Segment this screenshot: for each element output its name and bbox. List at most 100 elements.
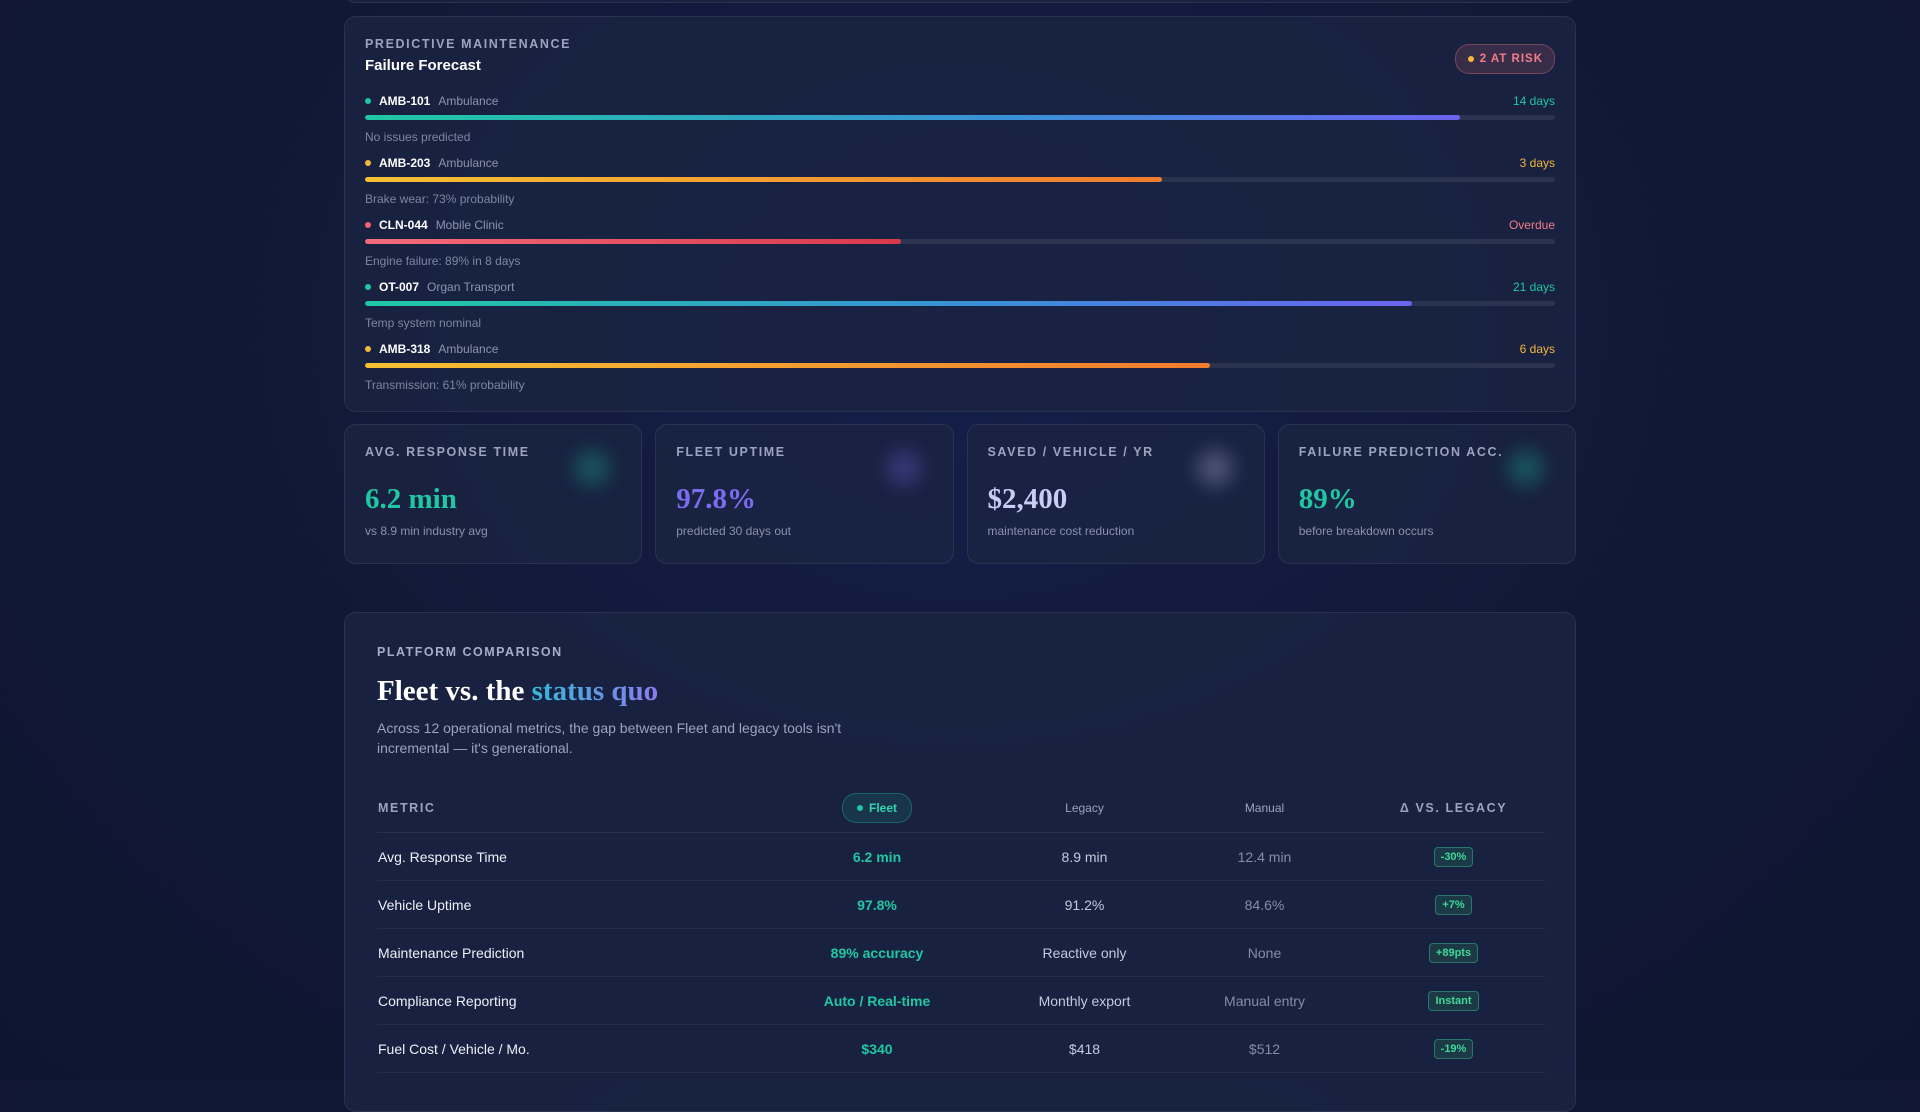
- comparison-table: METRIC Fleet Legacy Manual Δ VS. LEGACY …: [377, 784, 1545, 1073]
- status-dot-icon: [365, 98, 371, 104]
- metric-cell: Compliance Reporting: [377, 976, 752, 1025]
- delta-badge: Instant: [1428, 990, 1479, 1011]
- forecast-progress-track: [365, 363, 1555, 368]
- fleet-cell: 6.2 min: [752, 832, 1002, 881]
- manual-cell: Manual entry: [1167, 976, 1362, 1025]
- vehicle-type: Ambulance: [438, 94, 499, 108]
- vehicle-row[interactable]: AMB-203 Ambulance 3 days Brake wear: 73%…: [365, 155, 1555, 217]
- manual-cell: $512: [1167, 1024, 1362, 1073]
- kpi-card-prediction-accuracy[interactable]: FAILURE PREDICTION ACC. 89% before break…: [1277, 424, 1576, 564]
- kpi-card-response-time[interactable]: AVG. RESPONSE TIME 6.2 min vs 8.9 min in…: [344, 424, 643, 564]
- forecast-progress-fill: [365, 115, 1460, 120]
- vehicle-note: Temp system nominal: [365, 316, 482, 330]
- forecast-progress-track: [365, 115, 1555, 120]
- vehicle-eta: 14 days: [1512, 94, 1555, 108]
- kpi-glow: [563, 439, 622, 497]
- warning-dot-icon: [1467, 56, 1474, 62]
- kpi-subtext: maintenance cost reduction: [987, 524, 1135, 538]
- headline-accent: status quo: [531, 675, 659, 707]
- kpi-value: 6.2 min: [365, 483, 457, 515]
- forecast-progress-fill: [365, 239, 901, 244]
- fleet-cell: 89% accuracy: [752, 928, 1002, 977]
- forecast-progress-track: [365, 239, 1555, 244]
- table-row[interactable]: Avg. Response Time 6.2 min 8.9 min 12.4 …: [377, 832, 1545, 881]
- vehicle-type: Ambulance: [438, 156, 499, 170]
- delta-cell: +89pts: [1362, 928, 1545, 977]
- vehicle-type: Ambulance: [438, 342, 499, 356]
- kpi-glow: [1497, 439, 1555, 497]
- kpi-value: 89%: [1298, 483, 1357, 515]
- table-row[interactable]: Vehicle Uptime 97.8% 91.2% 84.6% +7%: [377, 880, 1545, 929]
- forecast-progress-fill: [365, 363, 1210, 368]
- card-title: Failure Forecast: [365, 57, 481, 74]
- fleet-cell: Auto / Real-time: [752, 976, 1002, 1025]
- vehicle-note: Brake wear: 73% probability: [365, 192, 515, 206]
- vehicle-type: Mobile Clinic: [435, 218, 504, 232]
- vehicle-eta: 21 days: [1512, 280, 1555, 294]
- kpi-value: $2,400: [987, 483, 1068, 515]
- delta-badge: +89pts: [1428, 942, 1479, 963]
- kpi-subtext: predicted 30 days out: [676, 524, 791, 538]
- vehicle-note: Transmission: 61% probability: [365, 378, 525, 392]
- kpi-card-savings[interactable]: SAVED / VEHICLE / YR $2,400 maintenance …: [966, 424, 1265, 564]
- kpi-row: AVG. RESPONSE TIME 6.2 min vs 8.9 min in…: [344, 424, 1576, 564]
- table-header-row: METRIC Fleet Legacy Manual Δ VS. LEGACY: [377, 784, 1545, 833]
- headline-prefix: Fleet vs. the: [377, 675, 525, 707]
- vehicle-row[interactable]: AMB-101 Ambulance 14 days No issues pred…: [365, 93, 1555, 155]
- column-header-legacy[interactable]: Legacy: [1002, 784, 1167, 833]
- kpi-label: FLEET UPTIME: [676, 445, 786, 459]
- delta-cell: +7%: [1362, 880, 1545, 929]
- section-eyebrow: PREDICTIVE MAINTENANCE: [365, 37, 572, 51]
- delta-badge: -19%: [1433, 1038, 1474, 1059]
- vehicle-id: CLN-044: [379, 218, 428, 232]
- kpi-glow: [1185, 439, 1244, 497]
- metric-cell: Avg. Response Time: [377, 832, 752, 881]
- section-description: Across 12 operational metrics, the gap b…: [377, 720, 842, 756]
- kpi-card-fleet-uptime[interactable]: FLEET UPTIME 97.8% predicted 30 days out: [655, 424, 954, 564]
- vehicle-note: No issues predicted: [365, 130, 471, 144]
- forecast-progress-track: [365, 301, 1555, 306]
- kpi-label: AVG. RESPONSE TIME: [365, 445, 530, 459]
- status-dot-icon: [365, 346, 371, 352]
- column-header-metric[interactable]: METRIC: [377, 784, 752, 833]
- section-headline: Fleet vs. the status quo: [377, 675, 1543, 708]
- kpi-value: 97.8%: [676, 483, 756, 515]
- delta-badge: -30%: [1433, 846, 1474, 867]
- delta-badge: +7%: [1435, 894, 1472, 915]
- kpi-subtext: vs 8.9 min industry avg: [365, 524, 488, 538]
- platform-comparison-card: PLATFORM COMPARISON Fleet vs. the status…: [344, 612, 1576, 1112]
- kpi-subtext: before breakdown occurs: [1298, 524, 1434, 538]
- legacy-cell: 91.2%: [1002, 880, 1167, 929]
- at-risk-badge[interactable]: 2 AT RISK: [1454, 44, 1555, 74]
- table-row[interactable]: Fuel Cost / Vehicle / Mo. $340 $418 $512…: [377, 1024, 1545, 1073]
- column-header-manual[interactable]: Manual: [1167, 784, 1362, 833]
- vehicle-note: Engine failure: 89% in 8 days: [365, 254, 521, 268]
- metric-cell: Fuel Cost / Vehicle / Mo.: [377, 1024, 752, 1073]
- vehicle-id: AMB-318: [379, 342, 431, 356]
- legacy-cell: 8.9 min: [1002, 832, 1167, 881]
- metric-cell: Vehicle Uptime: [377, 880, 752, 929]
- vehicle-forecast-list: AMB-101 Ambulance 14 days No issues pred…: [365, 93, 1555, 403]
- forecast-progress-fill: [365, 177, 1163, 182]
- vehicle-row[interactable]: CLN-044 Mobile Clinic Overdue Engine fai…: [365, 217, 1555, 279]
- kpi-glow: [874, 439, 933, 497]
- fleet-pill-label: Fleet: [868, 801, 897, 815]
- delta-cell: Instant: [1362, 976, 1545, 1025]
- delta-cell: -19%: [1362, 1024, 1545, 1073]
- manual-cell: None: [1167, 928, 1362, 977]
- legacy-cell: Monthly export: [1002, 976, 1167, 1025]
- fleet-cell: 97.8%: [752, 880, 1002, 929]
- forecast-progress-track: [365, 177, 1555, 182]
- failure-forecast-card: PREDICTIVE MAINTENANCE Failure Forecast …: [344, 16, 1576, 412]
- legacy-cell: $418: [1002, 1024, 1167, 1073]
- fleet-pill: Fleet: [841, 793, 912, 823]
- vehicle-row[interactable]: AMB-318 Ambulance 6 days Transmission: 6…: [365, 341, 1555, 403]
- vehicle-id: AMB-203: [379, 156, 431, 170]
- table-row[interactable]: Maintenance Prediction 89% accuracy Reac…: [377, 928, 1545, 977]
- vehicle-id: AMB-101: [379, 94, 431, 108]
- column-header-delta[interactable]: Δ VS. LEGACY: [1362, 784, 1545, 833]
- at-risk-label: 2 AT RISK: [1479, 53, 1543, 65]
- vehicle-row[interactable]: OT-007 Organ Transport 21 days Temp syst…: [365, 279, 1555, 341]
- table-row[interactable]: Compliance Reporting Auto / Real-time Mo…: [377, 976, 1545, 1025]
- column-header-fleet[interactable]: Fleet: [752, 784, 1002, 833]
